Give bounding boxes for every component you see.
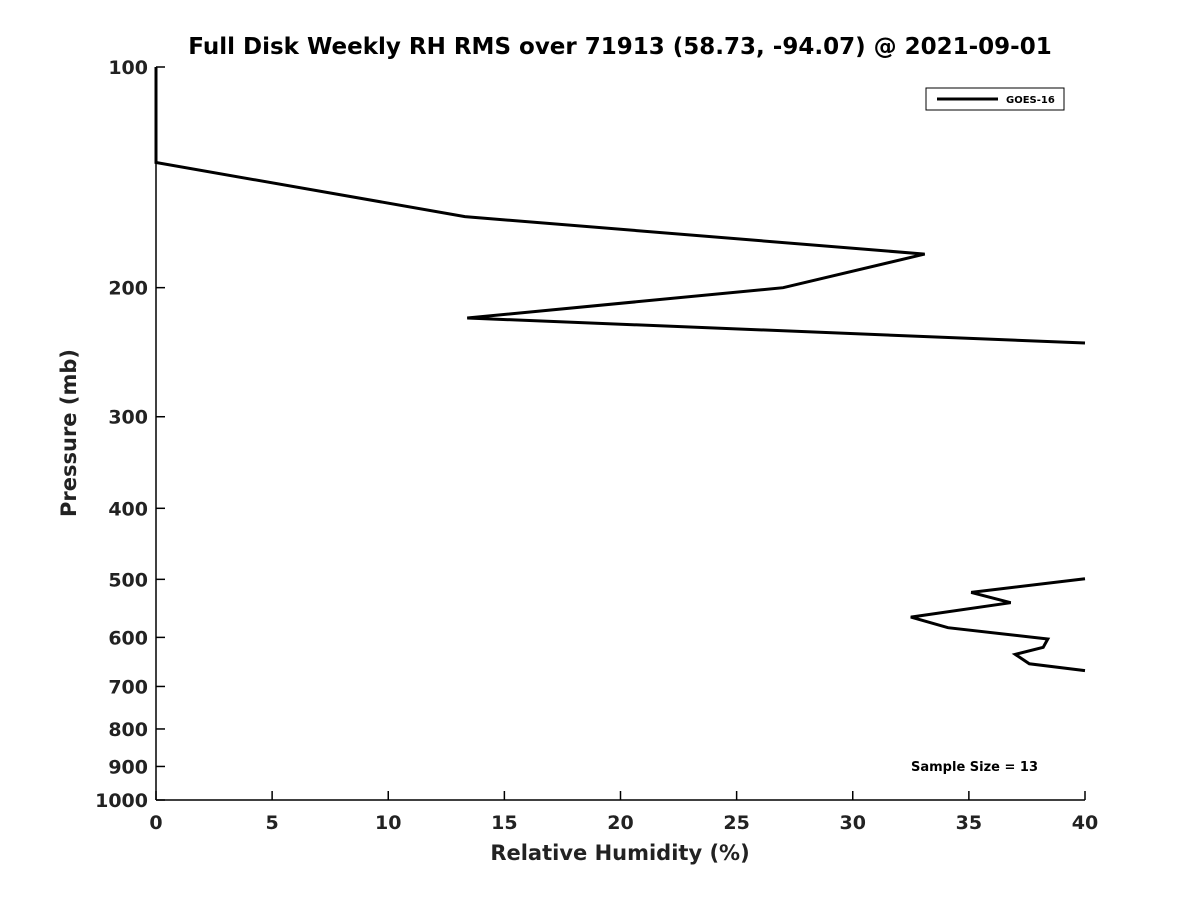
- x-tick-label: 40: [1072, 812, 1098, 834]
- y-tick-label: 500: [108, 569, 148, 591]
- y-axis-label: Pressure (mb): [57, 349, 81, 517]
- series-line-goes-16: [154, 67, 1086, 345]
- x-tick-label: 0: [149, 812, 162, 834]
- series-lines: [154, 67, 1086, 673]
- x-tick-label: 5: [266, 812, 279, 834]
- x-tick-label: 25: [723, 812, 749, 834]
- y-tick-label: 700: [108, 676, 148, 698]
- legend: GOES-16: [925, 87, 1065, 111]
- series-line-goes-16: [910, 577, 1086, 673]
- x-tick-label: 10: [375, 812, 401, 834]
- x-tick-label: 30: [840, 812, 866, 834]
- sample-size-annotation: Sample Size = 13: [911, 760, 1038, 775]
- y-tick-label: 1000: [95, 790, 148, 812]
- x-tick-label: 20: [607, 812, 633, 834]
- x-tick-label: 15: [491, 812, 517, 834]
- legend-label-goes-16: GOES-16: [1006, 95, 1055, 106]
- plot-axes: [155, 67, 1085, 801]
- x-tick-label: 35: [956, 812, 982, 834]
- y-tick-label: 800: [108, 719, 148, 741]
- y-tick-label: 400: [108, 498, 148, 520]
- y-tick-label: 100: [108, 57, 148, 79]
- chart-title: Full Disk Weekly RH RMS over 71913 (58.7…: [188, 34, 1051, 60]
- y-tick-label: 200: [108, 278, 148, 300]
- x-axis-label: Relative Humidity (%): [490, 841, 749, 865]
- y-tick-label: 300: [108, 407, 148, 429]
- y-tick-label: 600: [108, 627, 148, 649]
- y-axis-ticks: 100 200 300 400 500 600 700 800 900 1000: [95, 57, 165, 812]
- y-tick-label: 900: [108, 756, 148, 778]
- x-axis-ticks: 0 5 10 15 20 25 30 35 40: [149, 791, 1098, 834]
